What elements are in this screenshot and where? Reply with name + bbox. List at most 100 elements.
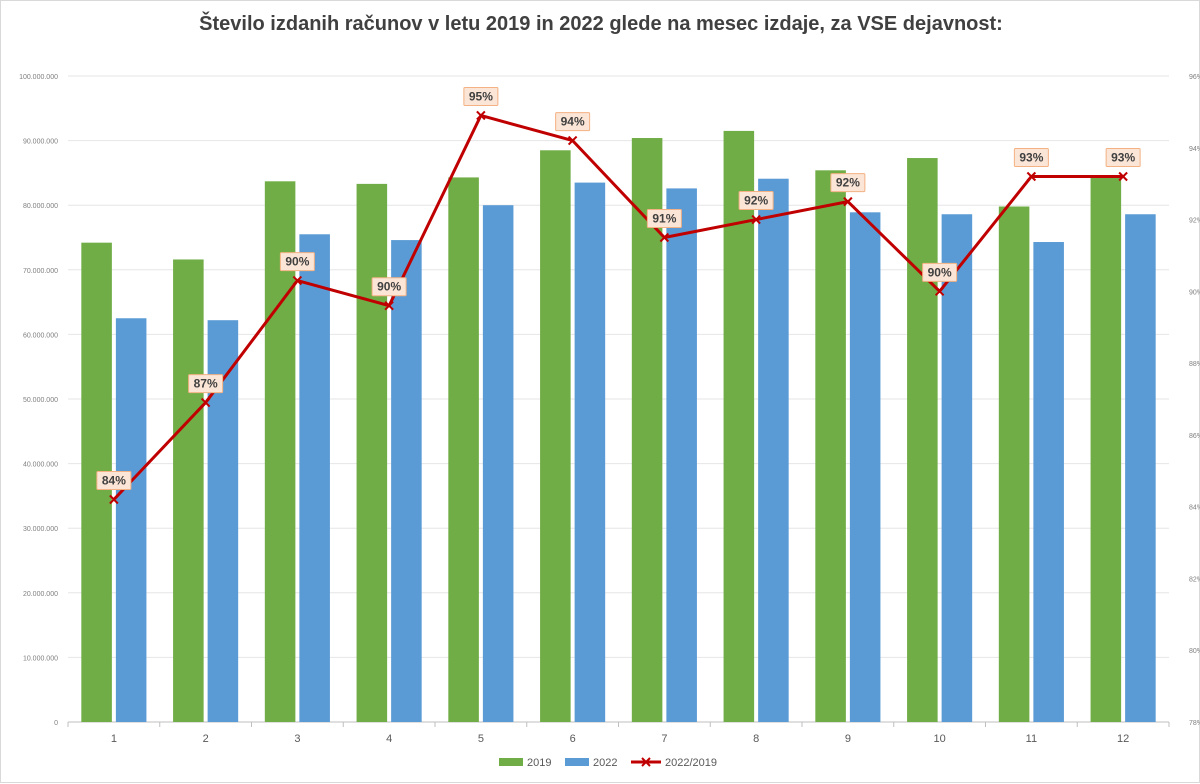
x-tick-label: 8 bbox=[753, 733, 759, 745]
data-label-box bbox=[555, 112, 591, 132]
y-right-tick-label: 78% bbox=[1189, 720, 1200, 727]
bar-2019 bbox=[631, 138, 663, 723]
bar-2019 bbox=[264, 181, 296, 723]
ratio-marker bbox=[200, 397, 211, 408]
data-label-box bbox=[1105, 147, 1141, 167]
y-left-tick-label: 50.000.000 bbox=[23, 397, 58, 404]
x-tick-label: 12 bbox=[1117, 733, 1129, 745]
bar-2019 bbox=[173, 259, 204, 722]
x-tick-label: 3 bbox=[294, 733, 300, 745]
data-label: 84% bbox=[96, 470, 132, 490]
marker-stroke bbox=[109, 494, 119, 505]
data-label: 93% bbox=[1013, 147, 1049, 167]
marker-stroke bbox=[567, 135, 578, 146]
data-label-box bbox=[646, 209, 682, 228]
ratio-marker bbox=[384, 300, 394, 311]
y-left-tick-label: 70.000.000 bbox=[23, 268, 58, 275]
marker-stroke bbox=[751, 214, 761, 225]
data-label: 95% bbox=[463, 86, 499, 106]
data-label: 94% bbox=[555, 112, 591, 132]
bar-2019 bbox=[448, 177, 479, 722]
data-label-text: 92% bbox=[744, 194, 768, 208]
data-label-text: 92% bbox=[836, 176, 860, 190]
bar-2022 bbox=[1125, 214, 1156, 722]
bar-2022 bbox=[666, 188, 697, 723]
x-tick-label: 7 bbox=[661, 733, 667, 745]
data-label-box bbox=[830, 173, 866, 193]
y-left-tick-label: 100.000.000 bbox=[19, 74, 58, 81]
data-label-box bbox=[279, 252, 315, 272]
ratio-marker bbox=[659, 232, 670, 243]
y-right-tick-label: 96% bbox=[1189, 74, 1200, 81]
bars bbox=[81, 130, 1156, 723]
x-tick-label: 9 bbox=[845, 733, 851, 745]
data-label-text: 94% bbox=[561, 115, 585, 129]
x-axis: 1 2 3 4 5 6 7 8 9 10 11 12 bbox=[67, 722, 1170, 745]
data-label-text: 93% bbox=[1111, 150, 1135, 164]
ratio-marker bbox=[1118, 171, 1128, 182]
x-tick-label: 5 bbox=[478, 733, 484, 745]
legend-item-2019: 2019 bbox=[499, 757, 551, 769]
y-right-tick-label: 94% bbox=[1189, 146, 1200, 153]
legend-swatch bbox=[565, 758, 589, 766]
data-label-text: 93% bbox=[1019, 150, 1043, 164]
data-label-text: 91% bbox=[652, 212, 676, 226]
bar-2022 bbox=[574, 182, 606, 723]
bar-2022 bbox=[758, 178, 789, 723]
data-label-box bbox=[371, 277, 407, 297]
x-tick-label: 10 bbox=[934, 733, 946, 745]
legend-item-2022: 2022 bbox=[565, 757, 617, 769]
data-label-box bbox=[738, 191, 774, 211]
data-label: 91% bbox=[646, 209, 682, 228]
data-label-box bbox=[96, 470, 132, 490]
marker-stroke bbox=[1026, 171, 1037, 182]
data-label: 87% bbox=[188, 374, 224, 394]
legend-label: 2022 bbox=[593, 757, 617, 769]
bar-2022 bbox=[1033, 242, 1064, 722]
y-right-tick-label: 82% bbox=[1189, 576, 1200, 583]
ratio-marker bbox=[292, 275, 303, 286]
marker-stroke bbox=[292, 275, 303, 286]
bar-2022 bbox=[391, 240, 422, 723]
y-right-tick-label: 80% bbox=[1189, 648, 1200, 655]
y-left-tick-label: 80.000.000 bbox=[23, 203, 58, 210]
data-label: 90% bbox=[279, 252, 315, 272]
data-label: 90% bbox=[371, 277, 407, 297]
bar-2019 bbox=[540, 150, 571, 723]
bar-2019 bbox=[723, 130, 755, 722]
bar-2022 bbox=[849, 212, 881, 722]
y-left-tick-label: 10.000.000 bbox=[23, 655, 58, 662]
ratio-marker bbox=[567, 135, 578, 146]
data-label-text: 90% bbox=[928, 265, 952, 279]
ratio-marker bbox=[109, 494, 119, 505]
legend-label: 2022/2019 bbox=[665, 757, 717, 769]
x-tick-label: 11 bbox=[1026, 733, 1037, 745]
legend-marker bbox=[641, 757, 651, 767]
marker-stroke bbox=[200, 397, 211, 408]
marker-stroke bbox=[659, 232, 670, 243]
data-labels: 84% 87% 90% 90% 95% 94% 91% 92% 92% 90% 93% 93% bbox=[96, 86, 1141, 490]
y-right-tick-label: 84% bbox=[1189, 505, 1200, 512]
data-label-box bbox=[922, 262, 958, 282]
data-label-box bbox=[463, 86, 499, 106]
y-left-tick-label: 20.000.000 bbox=[23, 591, 58, 598]
bar-2019 bbox=[998, 206, 1030, 722]
data-label-box bbox=[188, 374, 224, 394]
legend-label: 2019 bbox=[527, 757, 551, 769]
data-label: 92% bbox=[830, 173, 866, 193]
marker-stroke bbox=[1118, 171, 1128, 182]
bar-2019 bbox=[907, 158, 938, 723]
y-right-tick-label: 90% bbox=[1189, 289, 1200, 296]
ratio-marker bbox=[751, 214, 761, 225]
x-tick-label: 2 bbox=[203, 733, 209, 745]
data-label-text: 90% bbox=[377, 280, 401, 294]
bar-2019 bbox=[1090, 177, 1122, 722]
ratio-marker bbox=[843, 196, 853, 207]
legend: 2019 2022 2022/2019 bbox=[499, 757, 717, 769]
y-left-tick-label: 0 bbox=[54, 720, 58, 727]
x-tick-label: 4 bbox=[386, 733, 392, 745]
data-label-text: 84% bbox=[102, 473, 126, 487]
legend-swatch bbox=[499, 758, 523, 766]
bar-2022 bbox=[941, 214, 973, 722]
